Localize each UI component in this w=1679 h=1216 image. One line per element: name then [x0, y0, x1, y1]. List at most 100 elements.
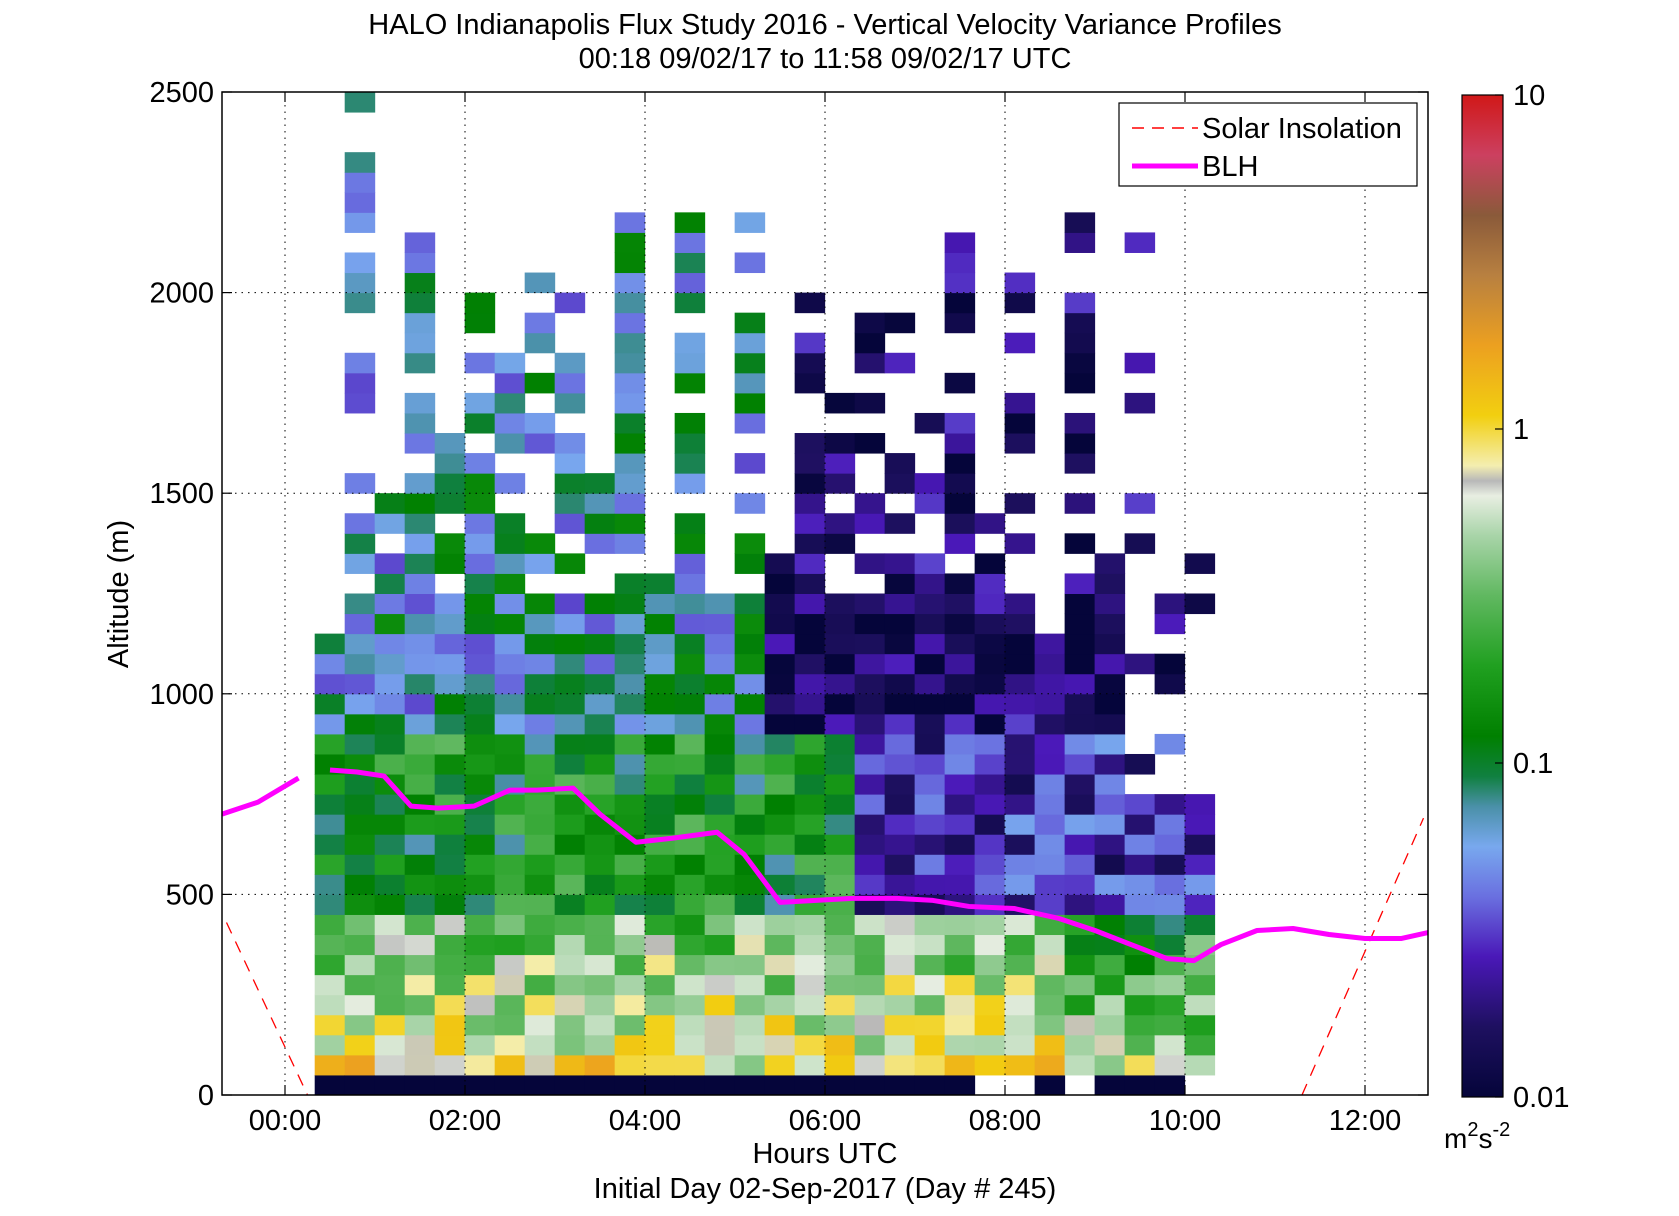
- heatmap-cell: [884, 573, 916, 594]
- heatmap-cell: [1124, 1054, 1156, 1076]
- heatmap-cell: [464, 553, 496, 574]
- heatmap-cell: [614, 653, 646, 675]
- heatmap-cell: [794, 1014, 826, 1036]
- heatmap-cell: [734, 894, 766, 915]
- heatmap-cell: [1094, 954, 1126, 976]
- heatmap-cell: [1154, 994, 1186, 1016]
- heatmap-cell: [404, 653, 436, 675]
- heatmap-cell: [644, 874, 676, 895]
- heatmap-cell: [614, 412, 646, 434]
- heatmap-cell: [794, 1034, 826, 1056]
- heatmap-cell: [974, 914, 1006, 936]
- heatmap-cell: [314, 874, 346, 895]
- heatmap-cell: [554, 834, 586, 855]
- heatmap-cells: [314, 92, 1216, 1095]
- heatmap-cell: [614, 473, 646, 494]
- heatmap-cell: [734, 814, 766, 835]
- heatmap-cell: [1004, 814, 1036, 835]
- heatmap-cell: [1034, 753, 1066, 775]
- heatmap-cell: [944, 312, 976, 334]
- heatmap-cell: [1154, 673, 1186, 695]
- heatmap-cell: [494, 1074, 526, 1095]
- heatmap-cell: [1004, 774, 1036, 795]
- heatmap-cell: [854, 914, 886, 936]
- heatmap-cell: [614, 513, 646, 534]
- heatmap-cell: [614, 613, 646, 635]
- heatmap-cell: [884, 1054, 916, 1076]
- x-tick-label: 08:00: [969, 1105, 1042, 1137]
- heatmap-cell: [524, 593, 556, 615]
- heatmap-cell: [614, 753, 646, 775]
- heatmap-cell: [614, 733, 646, 755]
- heatmap-cell: [1094, 673, 1126, 695]
- solar-insolation-line: [1301, 817, 1425, 1095]
- y-axis-ticks: 0 500 1000 1500 2000 2500: [149, 77, 1428, 1112]
- heatmap-cell: [944, 453, 976, 474]
- heatmap-cell: [404, 272, 436, 294]
- heatmap-cell: [674, 994, 706, 1016]
- heatmap-cell: [1064, 433, 1096, 454]
- heatmap-cell: [1184, 794, 1216, 815]
- heatmap-cell: [794, 433, 826, 454]
- heatmap-cell: [884, 673, 916, 695]
- heatmap-cell: [1004, 292, 1036, 314]
- heatmap-cell: [974, 1014, 1006, 1036]
- heatmap-cell: [344, 673, 376, 695]
- heatmap-cell: [494, 934, 526, 956]
- heatmap-cell: [1064, 633, 1096, 655]
- heatmap-cell: [374, 994, 406, 1016]
- heatmap-cell: [854, 934, 886, 956]
- heatmap-cell: [644, 854, 676, 875]
- heatmap-cell: [944, 1054, 976, 1076]
- heatmap-cell: [764, 1014, 796, 1036]
- heatmap-cell: [344, 553, 376, 574]
- heatmap-cell: [1004, 934, 1036, 956]
- heatmap-cell: [1124, 954, 1156, 976]
- heatmap-cell: [1004, 874, 1036, 895]
- heatmap-cell: [524, 854, 556, 875]
- heatmap-cell: [854, 733, 886, 755]
- heatmap-cell: [314, 954, 346, 976]
- heatmap-cell: [1064, 332, 1096, 354]
- heatmap-cell: [344, 593, 376, 615]
- heatmap-cell: [314, 1034, 346, 1056]
- heatmap-cell: [794, 493, 826, 514]
- heatmap-cell: [794, 874, 826, 895]
- heatmap-cell: [404, 834, 436, 855]
- heatmap-cell: [884, 593, 916, 615]
- heatmap-cell: [494, 733, 526, 755]
- heatmap-cell: [1064, 794, 1096, 815]
- heatmap-cell: [974, 513, 1006, 534]
- heatmap-cell: [464, 713, 496, 735]
- heatmap-cell: [1034, 653, 1066, 675]
- heatmap-cell: [824, 593, 856, 615]
- heatmap-cell: [884, 834, 916, 855]
- heatmap-cell: [314, 673, 346, 695]
- heatmap-cell: [314, 834, 346, 855]
- heatmap-cell: [494, 974, 526, 996]
- heatmap-cell: [584, 914, 616, 936]
- heatmap-cell: [944, 834, 976, 855]
- heatmap-cell: [914, 994, 946, 1016]
- heatmap-cell: [884, 473, 916, 494]
- heatmap-cell: [974, 974, 1006, 996]
- heatmap-cell: [914, 834, 946, 855]
- heatmap-cell: [824, 653, 856, 675]
- heatmap-cell: [344, 92, 376, 113]
- heatmap-cell: [884, 854, 916, 875]
- heatmap-cell: [1124, 493, 1156, 514]
- heatmap-cell: [794, 733, 826, 755]
- heatmap-cell: [734, 794, 766, 815]
- heatmap-cell: [554, 593, 586, 615]
- heatmap-cell: [1094, 994, 1126, 1016]
- heatmap-cell: [404, 774, 436, 795]
- heatmap-cell: [434, 673, 466, 695]
- heatmap-cell: [674, 954, 706, 976]
- heatmap-cell: [1064, 994, 1096, 1016]
- heatmap-cell: [494, 412, 526, 434]
- heatmap-cell: [764, 653, 796, 675]
- curves: [222, 767, 1428, 1095]
- heatmap-cell: [494, 433, 526, 454]
- heatmap-cell: [794, 1074, 826, 1095]
- heatmap-cell: [494, 593, 526, 615]
